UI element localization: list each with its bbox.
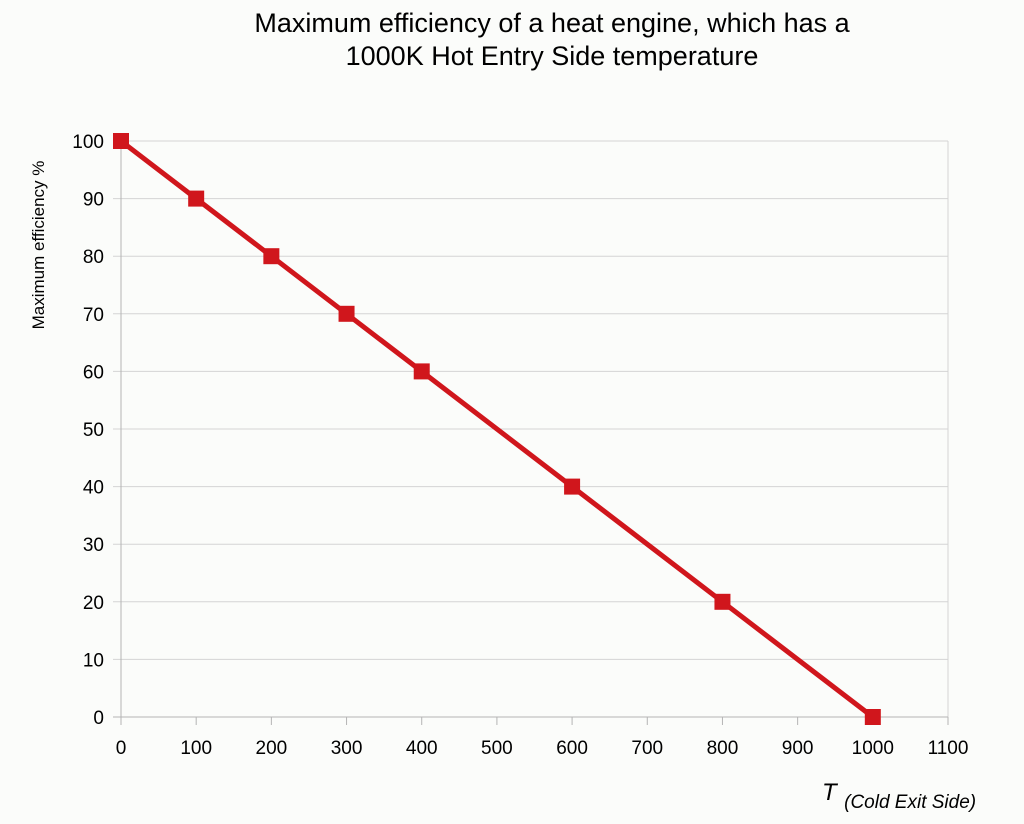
data-point-marker (413, 363, 430, 380)
x-tick-label: 400 (406, 738, 438, 759)
x-tick-label: 100 (180, 738, 212, 759)
series-group (113, 133, 881, 725)
x-tick-label: 300 (331, 738, 363, 759)
y-tick-label: 20 (83, 593, 104, 614)
x-tick-label: 600 (556, 738, 588, 759)
x-axis-label-main: T (822, 779, 839, 806)
axes (113, 141, 949, 725)
x-axis-label: T (Cold Exit Side) (822, 779, 976, 813)
x-axis-label-subscript: (Cold Exit Side) (844, 792, 976, 813)
x-tick-label: 1000 (852, 738, 894, 759)
chart-title-line-2: 1000K Hot Entry Side temperature (346, 41, 759, 71)
x-tick-label: 1100 (928, 738, 969, 759)
data-point-marker (714, 593, 731, 610)
x-tick-label: 500 (481, 738, 513, 759)
y-tick-label: 70 (83, 305, 104, 326)
y-tick-label: 30 (83, 535, 104, 556)
x-tick-label: 200 (256, 738, 288, 759)
y-tick-label: 100 (72, 132, 104, 153)
x-tick-label: 800 (707, 738, 739, 759)
y-axis-label: Maximum efficiency % (29, 161, 48, 330)
gridlines (113, 140, 948, 718)
y-tick-label: 0 (93, 708, 104, 729)
y-tick-label: 80 (83, 247, 104, 268)
y-tick-label: 50 (83, 420, 104, 441)
data-point-marker (113, 133, 129, 149)
x-tick-label: 900 (782, 738, 814, 759)
y-tick-label: 60 (83, 362, 104, 383)
x-tick-labels: 0 100 200 300 400 500 600 700 800 900 1000 1100 (116, 738, 969, 759)
chart-title-line-1: Maximum efficiency of a heat engine, whi… (254, 8, 850, 38)
data-point-marker (338, 305, 355, 322)
x-tick-label: 700 (631, 738, 663, 759)
data-point-marker (864, 709, 881, 725)
series-line (119, 139, 875, 719)
data-point-marker (188, 190, 205, 207)
x-tick-label: 0 (116, 738, 127, 759)
data-point-marker (564, 478, 581, 495)
y-tick-labels: 0 10 20 30 40 50 60 70 80 90 100 (72, 132, 104, 729)
y-tick-label: 90 (83, 190, 104, 211)
data-point-marker (263, 248, 280, 265)
y-tick-label: 10 (83, 650, 104, 671)
y-tick-label: 40 (83, 478, 104, 499)
